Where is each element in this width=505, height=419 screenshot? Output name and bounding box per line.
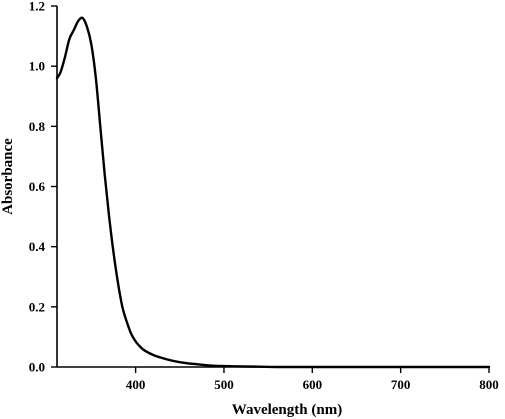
y-tick-label: 0.4 bbox=[29, 239, 46, 254]
x-axis-ticks: 400 500 600 700 800 bbox=[126, 367, 499, 392]
y-tick-label: 0.8 bbox=[29, 119, 46, 134]
plot-area bbox=[55, 16, 491, 369]
y-tick-label: 0.2 bbox=[29, 299, 45, 314]
x-tick-label: 400 bbox=[126, 377, 146, 392]
y-axis-ticks: 0.0 0.2 0.4 0.6 0.8 1.0 1.2 bbox=[29, 0, 57, 375]
y-tick-label: 1.0 bbox=[29, 59, 45, 74]
y-axis-title: Absorbance bbox=[0, 138, 16, 215]
chart-axes bbox=[56, 6, 489, 368]
absorbance-spectrum-line bbox=[55, 16, 491, 369]
x-tick-label: 700 bbox=[391, 377, 411, 392]
y-tick-label: 0.0 bbox=[29, 360, 45, 375]
x-tick-label: 800 bbox=[479, 377, 499, 392]
x-axis-title: Wavelength (nm) bbox=[232, 402, 342, 418]
x-tick-label: 600 bbox=[303, 377, 323, 392]
x-tick-label: 500 bbox=[214, 377, 234, 392]
y-tick-label: 0.6 bbox=[29, 179, 46, 194]
y-tick-label: 1.2 bbox=[29, 0, 45, 14]
